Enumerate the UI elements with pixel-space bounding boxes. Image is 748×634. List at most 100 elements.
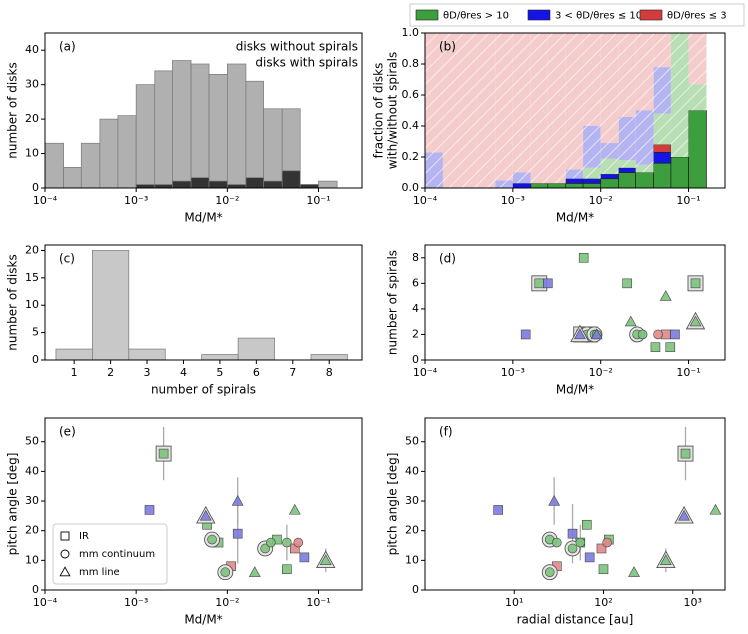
y-tick-label: 50	[25, 435, 39, 448]
plot-area	[55, 250, 348, 360]
bar	[582, 178, 602, 184]
point	[282, 537, 292, 548]
bar	[245, 177, 264, 188]
legend-swatch	[639, 9, 663, 21]
y-tick-label: 8	[412, 251, 419, 264]
plot-area	[144, 426, 336, 581]
y-tick-label: 10	[25, 298, 39, 311]
point	[590, 328, 603, 340]
point	[552, 537, 562, 548]
y-tick-label: 0.0	[402, 181, 420, 194]
x-tick-label: 10⁻²	[215, 596, 239, 609]
hatched-bar	[618, 160, 636, 168]
point	[231, 495, 244, 506]
legend-label: mm line	[79, 567, 120, 578]
point	[260, 543, 270, 554]
bar	[190, 177, 210, 188]
point	[596, 543, 607, 554]
x-tick-label: 10⁻⁴	[33, 596, 58, 609]
panel-label: (f)	[439, 425, 453, 439]
y-tick-label: 10	[25, 147, 39, 160]
point	[220, 567, 231, 578]
x-axis-label: Md/M*	[184, 613, 222, 627]
x-tick-label: 10⁻³	[501, 366, 525, 379]
x-tick-label: 8	[326, 366, 333, 379]
hatched-bar	[583, 126, 601, 168]
bar	[92, 250, 130, 360]
point	[584, 552, 595, 563]
legend-marker	[60, 549, 70, 559]
bar	[547, 183, 567, 188]
hatched-bar	[635, 164, 654, 173]
point	[282, 564, 292, 575]
axes-frame	[44, 417, 363, 591]
legend-label: disks with spirals	[255, 56, 358, 70]
y-tick-label: 0	[32, 181, 39, 194]
x-tick-label: 10⁻¹	[676, 194, 700, 207]
hatched-bar	[618, 33, 636, 117]
hatched-bar	[512, 33, 531, 173]
hatched-bar	[547, 33, 566, 184]
y-axis-label: number of spirals	[386, 250, 400, 355]
y-axis-label: pitch angle [deg]	[6, 453, 20, 556]
point	[567, 528, 578, 539]
point	[567, 543, 578, 554]
hatched-bar	[495, 180, 513, 188]
bar	[154, 70, 173, 188]
x-tick-label: 10⁻³	[501, 194, 525, 207]
x-axis-label: Md/M*	[556, 211, 594, 225]
bar	[635, 172, 654, 188]
point	[520, 329, 531, 340]
x-axis-label: radial distance [au]	[517, 613, 634, 627]
bar	[135, 184, 156, 188]
axes-frame	[44, 32, 363, 189]
y-tick-label: 20	[25, 112, 39, 125]
bar	[281, 108, 301, 188]
hatched-bar	[425, 33, 443, 153]
point	[581, 519, 592, 530]
bar	[128, 348, 166, 360]
y-tick-label: 0.6	[402, 88, 420, 101]
bar	[653, 162, 672, 188]
bar	[201, 354, 239, 360]
point	[709, 503, 722, 515]
y-tick-label: 10	[25, 553, 39, 566]
bar	[154, 184, 173, 188]
y-tick-label: 2	[412, 327, 419, 340]
bar	[618, 167, 637, 173]
point	[574, 328, 586, 340]
point	[690, 278, 701, 289]
y-axis-label: number of disks	[6, 62, 20, 158]
bar	[237, 337, 275, 360]
y-tick-label: 5	[32, 326, 39, 339]
hatched-bar	[653, 113, 671, 145]
point	[544, 567, 555, 578]
y-axis-label: number of disks	[6, 254, 20, 350]
legend-label: 3 < θD/θres ≤ 10	[555, 11, 642, 22]
panel-label: (e)	[59, 425, 76, 439]
point	[207, 534, 217, 545]
hatched-bar	[477, 33, 496, 188]
x-tick-label: 10²	[594, 596, 612, 609]
bar	[55, 348, 93, 360]
x-axis-label: Md/M*	[556, 383, 594, 397]
hatched-bar	[583, 33, 601, 126]
x-tick-label: 10⁻²	[215, 194, 239, 207]
bar	[63, 166, 82, 188]
bar	[99, 118, 119, 188]
point	[598, 564, 609, 575]
x-tick-label: 10³	[684, 596, 702, 609]
x-tick-label: 7	[289, 366, 296, 379]
hatched-bar	[565, 169, 584, 179]
y-tick-label: 6	[412, 276, 419, 289]
y-tick-label: 40	[405, 464, 419, 477]
bar	[281, 170, 301, 188]
x-tick-label: 2	[107, 366, 114, 379]
point	[602, 537, 612, 548]
point	[232, 528, 243, 539]
bar	[299, 184, 319, 188]
y-tick-label: 30	[25, 78, 39, 91]
y-tick-label: 0	[412, 583, 419, 596]
plot-area	[520, 252, 706, 353]
